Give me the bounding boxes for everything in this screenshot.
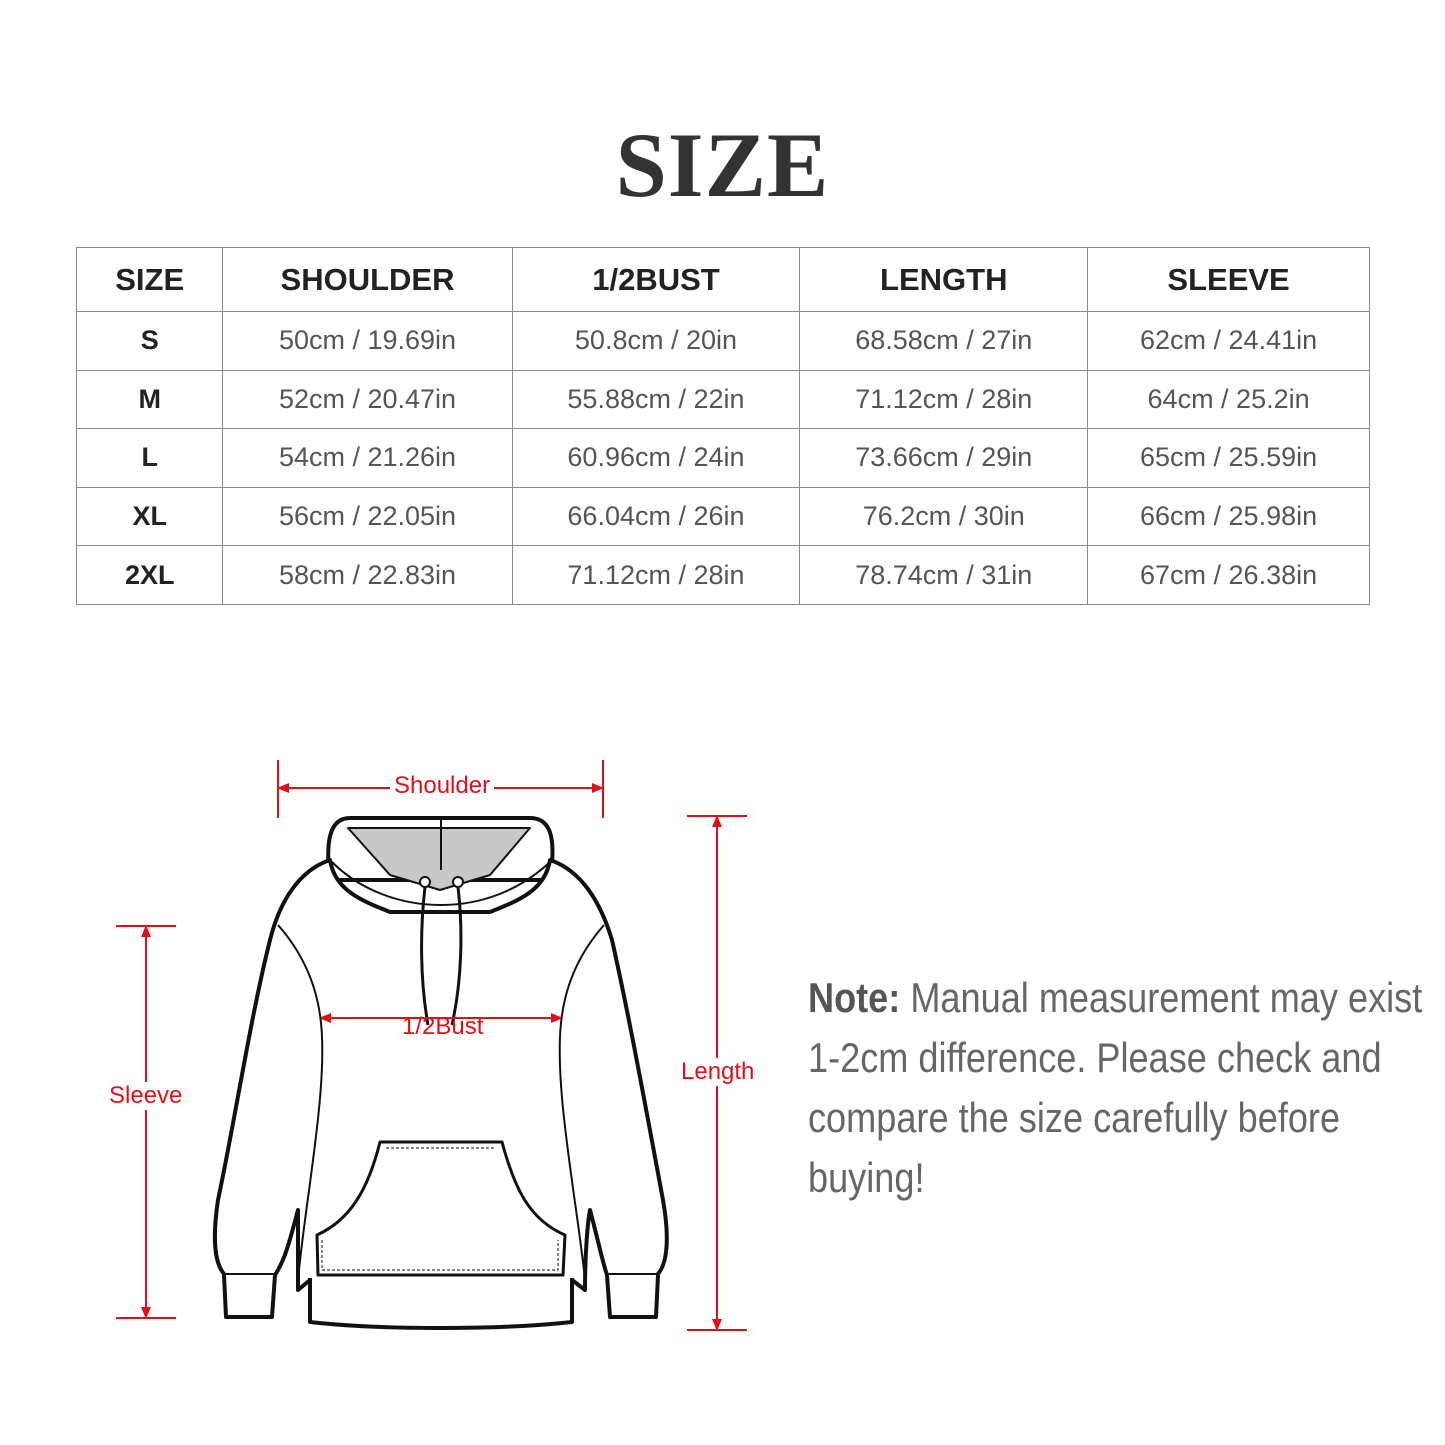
size-cell: M bbox=[75, 369, 224, 430]
hoodie-outline bbox=[212, 816, 669, 1330]
table-row: 2XL 58cm / 22.83in 71.12cm / 28in 78.74cm /… bbox=[75, 545, 1370, 605]
measurement-cell: 66cm / 25.98in bbox=[1087, 486, 1370, 547]
table-header-row: SIZE SHOULDER 1/2BUST LENGTH SLEEVE bbox=[75, 247, 1370, 312]
size-table: SIZE SHOULDER 1/2BUST LENGTH SLEEVE S 50cm / … bbox=[75, 247, 1370, 605]
measurement-cell: 71.12cm / 28in bbox=[799, 369, 1089, 430]
column-header-12bust: 1/2BUST bbox=[511, 247, 801, 312]
measurement-cell: 66.04cm / 26in bbox=[511, 486, 801, 547]
size-cell: XL bbox=[75, 486, 224, 547]
column-header-shoulder: SHOULDER bbox=[222, 247, 513, 312]
measurement-cell: 58cm / 22.83in bbox=[222, 545, 513, 605]
note-body: Manual measurement may exist 1-2cm diffe… bbox=[808, 974, 1423, 1201]
page-title: SIZE bbox=[615, 114, 830, 216]
measurement-cell: 52cm / 20.47in bbox=[222, 369, 513, 430]
measurement-cell: 65cm / 25.59in bbox=[1087, 428, 1370, 488]
measurement-cell: 50.8cm / 20in bbox=[511, 311, 801, 371]
column-header-size: SIZE bbox=[75, 247, 224, 312]
table-row: XL 56cm / 22.05in 66.04cm / 26in 76.2cm / 3… bbox=[75, 486, 1370, 547]
column-header-length: LENGTH bbox=[799, 247, 1089, 312]
measurement-cell: 55.88cm / 22in bbox=[511, 369, 801, 430]
measurement-cell: 67cm / 26.38in bbox=[1087, 545, 1370, 605]
length-label: Length bbox=[677, 1058, 759, 1086]
measurement-cell: 60.96cm / 24in bbox=[511, 428, 801, 488]
size-cell: S bbox=[75, 311, 224, 371]
sleeve-label: Sleeve bbox=[105, 1082, 187, 1110]
table-row: M 52cm / 20.47in 55.88cm / 22in 71.12cm / 2… bbox=[75, 369, 1370, 430]
measurement-cell: 64cm / 25.2in bbox=[1087, 369, 1370, 430]
measurement-cell: 50cm / 19.69in bbox=[222, 311, 513, 371]
note-text: Note: Manual measurement may exist 1-2cm… bbox=[808, 968, 1427, 1208]
bust-label: 1/2Bust bbox=[402, 1013, 484, 1040]
shoulder-label: Shoulder bbox=[390, 772, 495, 800]
size-cell: 2XL bbox=[75, 545, 224, 605]
measurement-cell: 62cm / 24.41in bbox=[1087, 311, 1370, 371]
size-cell: L bbox=[75, 428, 224, 488]
measurement-cell: 78.74cm / 31in bbox=[799, 545, 1089, 605]
measurement-cell: 56cm / 22.05in bbox=[222, 486, 513, 547]
table-row: L 54cm / 21.26in 60.96cm / 24in 73.66cm / 2… bbox=[75, 428, 1370, 488]
column-header-sleeve: SLEEVE bbox=[1087, 247, 1370, 312]
note-label: Note: bbox=[808, 974, 901, 1021]
table-row: S 50cm / 19.69in 50.8cm / 20in 68.58cm / 27… bbox=[75, 311, 1370, 371]
measurement-cell: 54cm / 21.26in bbox=[222, 428, 513, 488]
